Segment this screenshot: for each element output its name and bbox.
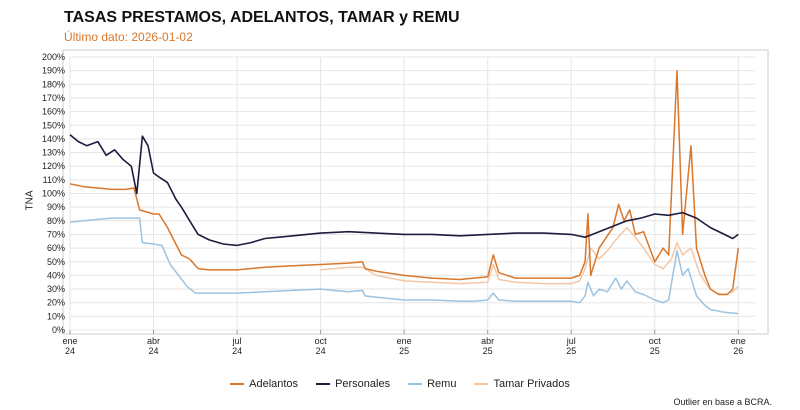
series-lines bbox=[69, 69, 740, 315]
x-tick-label-month: jul bbox=[566, 336, 576, 346]
series-line-remu bbox=[69, 217, 739, 315]
series-line-tamar-privados bbox=[320, 226, 739, 296]
gridlines bbox=[69, 56, 755, 331]
legend: Adelantos Personales Remu Tamar Privados bbox=[0, 378, 800, 390]
plot-border bbox=[62, 49, 769, 335]
source-caption: Outlier en base a BCRA. bbox=[673, 397, 772, 407]
legend-swatch bbox=[408, 383, 423, 385]
x-tick-label-year: 24 bbox=[65, 346, 75, 356]
y-tick-label: 140% bbox=[42, 134, 65, 144]
x-tick-label-year: 25 bbox=[399, 346, 409, 356]
chart-title: TASAS PRESTAMOS, ADELANTOS, TAMAR y REMU bbox=[64, 9, 460, 26]
legend-label: Remu bbox=[427, 378, 457, 390]
series-line-personales bbox=[69, 134, 739, 247]
x-axis: ene24abr24jul24oct24ene25abr25jul25oct25… bbox=[62, 330, 746, 356]
legend-item: Adelantos bbox=[230, 378, 298, 390]
legend-swatch bbox=[316, 383, 331, 385]
y-tick-label: 60% bbox=[47, 243, 65, 253]
x-tick-label-month: jul bbox=[232, 336, 242, 346]
x-tick-label-year: 24 bbox=[232, 346, 242, 356]
y-tick-label: 130% bbox=[42, 148, 65, 158]
y-tick-label: 80% bbox=[47, 216, 65, 226]
x-tick-label-year: 25 bbox=[566, 346, 576, 356]
legend-swatch bbox=[474, 383, 489, 385]
legend-label: Personales bbox=[335, 378, 391, 390]
x-tick-label-month: ene bbox=[62, 336, 77, 346]
legend-label: Tamar Privados bbox=[493, 378, 570, 390]
x-tick-label-year: 24 bbox=[316, 346, 326, 356]
y-tick-label: 190% bbox=[42, 66, 65, 76]
x-tick-label-month: oct bbox=[315, 336, 328, 346]
y-tick-label: 0% bbox=[52, 325, 65, 335]
y-tick-label: 180% bbox=[42, 79, 65, 89]
y-tick-label: 120% bbox=[42, 161, 65, 171]
y-tick-label: 30% bbox=[47, 284, 65, 294]
y-tick-label: 150% bbox=[42, 120, 65, 130]
legend-label: Adelantos bbox=[249, 378, 299, 390]
legend-swatch bbox=[230, 383, 245, 385]
x-tick-label-month: abr bbox=[481, 336, 494, 346]
series-line-adelantos bbox=[69, 69, 740, 296]
y-tick-label: 90% bbox=[47, 202, 65, 212]
y-tick-label: 10% bbox=[47, 311, 65, 321]
x-tick-label-year: 25 bbox=[650, 346, 660, 356]
x-tick-label-year: 24 bbox=[149, 346, 159, 356]
legend-item: Personales bbox=[316, 378, 390, 390]
x-tick-label-month: ene bbox=[397, 336, 412, 346]
x-tick-label-month: abr bbox=[147, 336, 160, 346]
x-tick-label-year: 26 bbox=[733, 346, 743, 356]
y-tick-label: 100% bbox=[42, 189, 65, 199]
x-tick-label-month: oct bbox=[649, 336, 662, 346]
y-tick-label: 50% bbox=[47, 257, 65, 267]
legend-item: Remu bbox=[408, 378, 456, 390]
y-tick-label: 40% bbox=[47, 270, 65, 280]
x-tick-label-month: ene bbox=[731, 336, 746, 346]
y-tick-label: 110% bbox=[43, 175, 65, 185]
y-tick-label: 160% bbox=[42, 107, 65, 117]
chart-subtitle: Último dato: 2026-01-02 bbox=[64, 30, 193, 44]
y-axis: 0% 10% 20% 30% 40% 50% 60% 70% 80% 90% 100% 110% 120… bbox=[42, 52, 65, 335]
y-tick-label: 70% bbox=[47, 229, 65, 239]
legend-item: Tamar Privados bbox=[474, 378, 570, 390]
y-tick-label: 170% bbox=[42, 93, 65, 103]
y-tick-label: 20% bbox=[47, 298, 65, 308]
x-tick-label-year: 25 bbox=[483, 346, 493, 356]
y-tick-label: 200% bbox=[42, 52, 65, 62]
